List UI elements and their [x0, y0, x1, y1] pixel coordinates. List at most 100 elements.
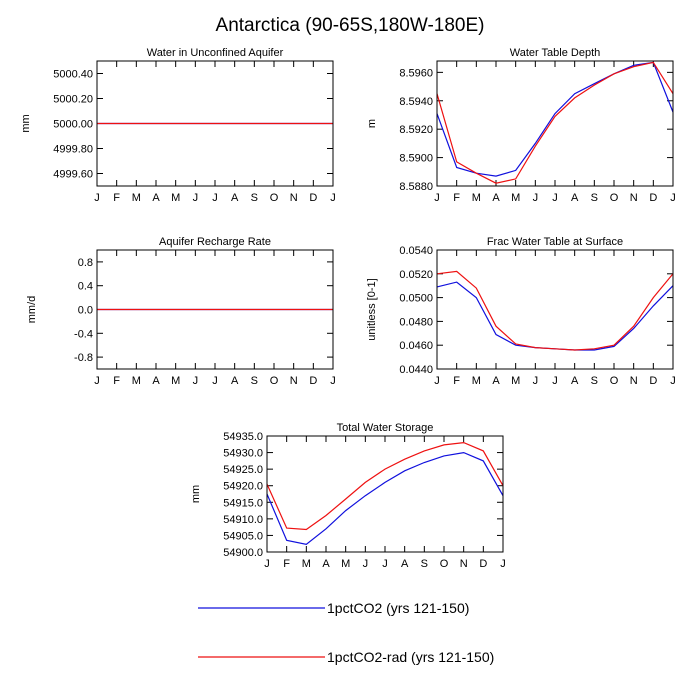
y-tick-label: 54925.0: [223, 464, 263, 476]
legend-label: 1pctCO2-rad (yrs 121-150): [327, 649, 494, 665]
x-tick-label: F: [283, 558, 290, 570]
x-tick-label: D: [309, 375, 317, 387]
panel-3: Aquifer Recharge Rate -0.8 -0.4 0.0 0.4 0.8 mm…: [26, 236, 336, 387]
legend-label: 1pctCO2 (yrs 121-150): [327, 600, 469, 616]
x-tick-label: M: [302, 558, 311, 570]
x-tick-label: J: [434, 192, 440, 204]
x-tick-label: M: [171, 192, 180, 204]
y-tick-label: 0.0460: [399, 340, 433, 352]
y-tick-label: 8.5900: [399, 153, 433, 165]
x-tick-label: J: [212, 192, 218, 204]
x-tick-label: J: [193, 375, 199, 387]
x-tick-label: F: [113, 192, 120, 204]
x-tick-label: A: [322, 558, 330, 570]
series-line-1pctco2: [436, 61, 674, 177]
x-tick-label: O: [610, 375, 619, 387]
x-tick-label: N: [290, 192, 298, 204]
x-tick-label: S: [251, 192, 258, 204]
y-axis-label: m: [366, 119, 378, 128]
panel-1: Water in Unconfined Aquifer 4999.60 4999.8…: [20, 47, 336, 204]
x-tick-label: J: [434, 375, 440, 387]
y-tick-label: 4999.80: [53, 144, 93, 156]
x-tick-label: D: [479, 558, 487, 570]
x-tick-label: D: [309, 192, 317, 204]
x-tick-label: J: [552, 192, 558, 204]
panel-title: Frac Water Table at Surface: [487, 236, 623, 248]
legend: 1pctCO2 (yrs 121-150) 1pctCO2-rad (yrs 12…: [198, 600, 494, 665]
x-tick-label: A: [571, 375, 579, 387]
x-tick-label: J: [552, 375, 558, 387]
x-tick-label: S: [251, 375, 258, 387]
y-tick-label: 54930.0: [223, 448, 263, 460]
x-tick-label: J: [330, 192, 336, 204]
y-tick-label: 0.0500: [399, 293, 433, 305]
x-tick-label: A: [152, 375, 160, 387]
series-line-1pctco2-rad: [436, 61, 674, 184]
y-axis-label: mm: [190, 485, 202, 503]
x-tick-label: D: [649, 375, 657, 387]
y-tick-label: 8.5960: [399, 67, 433, 79]
x-tick-label: A: [492, 375, 500, 387]
plot-frame: [436, 249, 674, 370]
x-tick-label: F: [453, 192, 460, 204]
plot-frame: [96, 60, 334, 187]
x-tick-label: D: [649, 192, 657, 204]
y-tick-label: 0.0540: [399, 245, 433, 257]
x-tick-label: A: [231, 192, 239, 204]
x-tick-label: O: [270, 192, 279, 204]
y-tick-label: 0.0480: [399, 316, 433, 328]
x-tick-label: N: [630, 375, 638, 387]
x-tick-label: O: [440, 558, 449, 570]
y-tick-label: -0.4: [74, 328, 93, 340]
x-tick-label: N: [290, 375, 298, 387]
x-tick-label: M: [472, 375, 481, 387]
x-tick-label: F: [453, 375, 460, 387]
x-tick-label: A: [401, 558, 409, 570]
y-tick-label: 8.5880: [399, 181, 433, 193]
panel-title: Aquifer Recharge Rate: [159, 236, 271, 248]
y-axis-label: mm/d: [26, 296, 38, 324]
panel-5: Total Water Storage 54900.0 54905.0 54910.0…: [190, 422, 506, 570]
figure-title: Antarctica (90-65S,180W-180E): [216, 15, 485, 36]
x-tick-label: A: [492, 192, 500, 204]
y-tick-label: 0.8: [78, 257, 93, 269]
y-tick-label: 0.4: [78, 281, 93, 293]
x-tick-label: J: [500, 558, 506, 570]
x-tick-label: M: [341, 558, 350, 570]
plot-frame: [266, 435, 504, 553]
y-tick-label: -0.8: [74, 352, 93, 364]
x-tick-label: M: [132, 192, 141, 204]
y-tick-label: 4999.60: [53, 169, 93, 181]
x-tick-label: M: [511, 375, 520, 387]
x-tick-label: J: [94, 375, 100, 387]
x-tick-label: J: [330, 375, 336, 387]
y-tick-label: 0.0440: [399, 364, 433, 376]
panel-4: Frac Water Table at Surface 0.0440 0.0460 0…: [366, 236, 676, 387]
x-tick-label: J: [363, 558, 369, 570]
x-tick-label: M: [171, 375, 180, 387]
x-tick-label: F: [113, 375, 120, 387]
x-tick-label: O: [270, 375, 279, 387]
x-tick-label: M: [472, 192, 481, 204]
panel-title: Total Water Storage: [337, 422, 434, 434]
x-tick-label: M: [511, 192, 520, 204]
x-tick-label: J: [382, 558, 388, 570]
y-tick-label: 54915.0: [223, 497, 263, 509]
plot-frame: [436, 60, 674, 187]
y-tick-label: 5000.00: [53, 119, 93, 131]
x-tick-label: S: [591, 192, 598, 204]
x-tick-label: A: [152, 192, 160, 204]
y-tick-label: 5000.20: [53, 94, 93, 106]
plot-frame: [96, 249, 334, 370]
y-tick-label: 54920.0: [223, 481, 263, 493]
series-line-1pctco2: [436, 281, 674, 351]
panels: Water in Unconfined Aquifer 4999.60 4999.8…: [20, 47, 676, 570]
y-tick-label: 0.0520: [399, 269, 433, 281]
x-tick-label: N: [460, 558, 468, 570]
y-tick-label: 0.0: [78, 305, 93, 317]
x-tick-label: S: [591, 375, 598, 387]
x-tick-label: J: [670, 375, 676, 387]
x-tick-label: J: [533, 192, 539, 204]
panel-title: Water in Unconfined Aquifer: [147, 47, 284, 59]
